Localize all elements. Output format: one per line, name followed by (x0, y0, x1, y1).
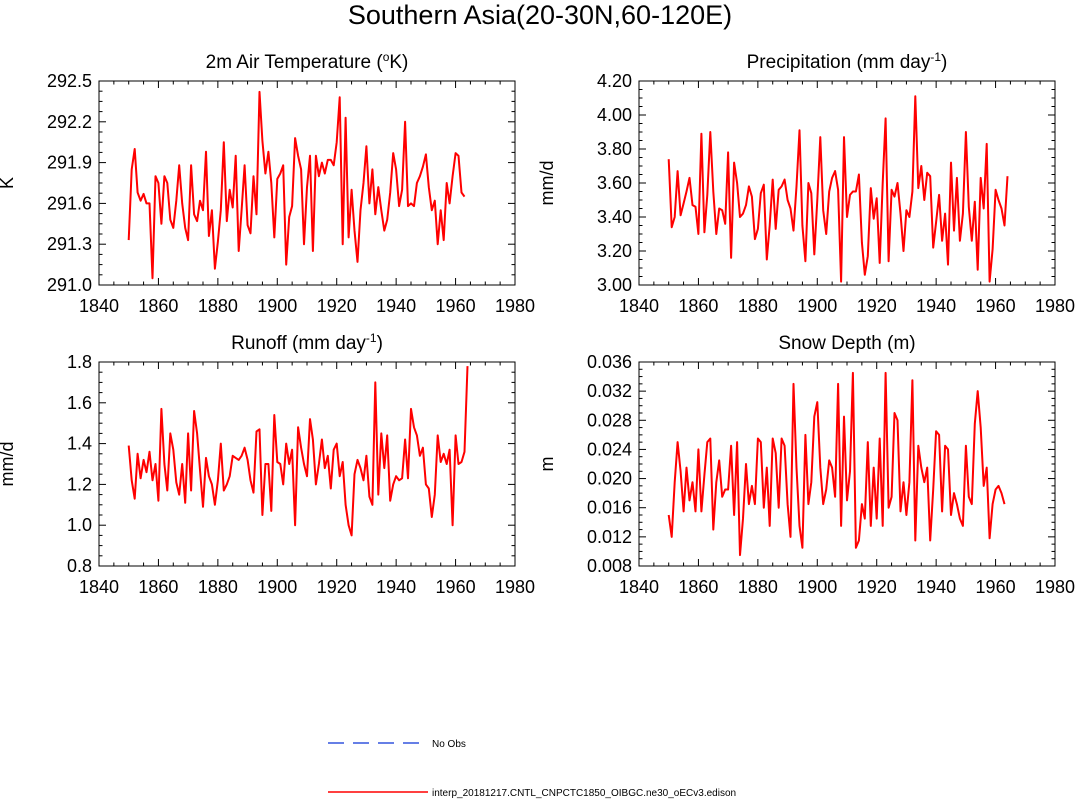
runoff-ytick-label: 1.6 (67, 393, 92, 413)
air-temperature-xtick-label: 1980 (495, 296, 535, 316)
snow-depth-xtick-label: 1900 (797, 577, 837, 597)
runoff-title: Runoff (mm day-1) (231, 331, 383, 354)
air-temperature-xtick-label: 1920 (317, 296, 357, 316)
snow-depth-xtick-label: 1880 (738, 577, 778, 597)
precipitation-xtick-label: 1920 (857, 296, 897, 316)
snow-depth-plot-frame (638, 361, 1056, 567)
chart-panels: 2m Air Temperature (oK) K 291.0 291.3 291.6 2… (0, 50, 1075, 597)
air-temperature-xtick-label: 1860 (138, 296, 178, 316)
runoff-ytick-label: 0.8 (67, 556, 92, 576)
air-temperature-ylabel: K (0, 177, 17, 189)
precipitation-ytick-label: 3.60 (597, 173, 632, 193)
precipitation-ytick-label: 4.20 (597, 71, 632, 91)
precipitation-ytick-label: 4.00 (597, 105, 632, 125)
runoff-ytick-label: 1.8 (67, 352, 92, 372)
air-temperature-xtick-label: 1840 (79, 296, 119, 316)
runoff-ylabel: mm/d (0, 442, 17, 487)
chart-snow-depth: Snow Depth (m) m 0.008 0.012 0.016 0.020 0.024… (537, 333, 1075, 597)
precipitation-ylabel: mm/d (537, 161, 557, 206)
precipitation-xtick-label: 1940 (916, 296, 956, 316)
runoff-ytick-label: 1.0 (67, 515, 92, 535)
snow-depth-series-line (667, 371, 1006, 557)
legend-label-no-obs: No Obs (432, 739, 466, 750)
air-temperature-title: 2m Air Temperature (oK) (206, 50, 409, 73)
air-temperature-ytick-label: 291.9 (47, 153, 92, 173)
runoff-xtick-label: 1840 (79, 577, 119, 597)
snow-depth-ylabel: m (537, 457, 557, 472)
legend-label-model: interp_20181217.CNTL_CNPCTC1850_OIBGC.ne… (432, 788, 736, 799)
precipitation-xtick-label: 1840 (619, 296, 659, 316)
precipitation-xtick-label: 1860 (678, 296, 718, 316)
precipitation-ytick-label: 3.00 (597, 275, 632, 295)
precipitation-xtick-label: 1880 (738, 296, 778, 316)
runoff-xtick-label: 1960 (436, 577, 476, 597)
air-temperature-xtick-label: 1940 (376, 296, 416, 316)
snow-depth-ytick-label: 0.008 (587, 556, 632, 576)
runoff-xtick-label: 1940 (376, 577, 416, 597)
precipitation-xtick-label: 1980 (1035, 296, 1075, 316)
snow-depth-xtick-label: 1860 (678, 577, 718, 597)
figure-title: Southern Asia(20-30N,60-120E) (348, 0, 732, 30)
snow-depth-ytick-label: 0.028 (587, 410, 632, 430)
snow-depth-ytick-label: 0.016 (587, 498, 632, 518)
precipitation-xtick-label: 1960 (976, 296, 1016, 316)
chart-air-temperature: 2m Air Temperature (oK) K 291.0 291.3 291.6 2… (0, 50, 535, 316)
runoff-xtick-label: 1920 (317, 577, 357, 597)
snow-depth-ytick-label: 0.020 (587, 469, 632, 489)
chart-runoff: Runoff (mm day-1) mm/d 0.8 1.0 1.2 1.4 1.6 1.8 1… (0, 331, 535, 597)
snow-depth-ytick-label: 0.024 (587, 439, 632, 459)
air-temperature-ytick-label: 292.2 (47, 112, 92, 132)
air-temperature-xtick-label: 1960 (436, 296, 476, 316)
air-temperature-ytick-label: 291.3 (47, 234, 92, 254)
legend: No Obs interp_20181217.CNTL_CNPCTC1850_O… (328, 739, 736, 799)
runoff-ytick-label: 1.2 (67, 474, 92, 494)
chart-precipitation: Precipitation (mm day-1) mm/d 3.00 3.20 3.40… (537, 50, 1075, 316)
precipitation-ytick-label: 3.20 (597, 241, 632, 261)
snow-depth-ytick-label: 0.012 (587, 527, 632, 547)
runoff-xtick-label: 1980 (495, 577, 535, 597)
air-temperature-xtick-label: 1900 (257, 296, 297, 316)
precipitation-ytick-label: 3.40 (597, 207, 632, 227)
snow-depth-ytick-label: 0.036 (587, 352, 632, 372)
air-temperature-ytick-label: 291.0 (47, 275, 92, 295)
air-temperature-xtick-label: 1880 (198, 296, 238, 316)
precipitation-title: Precipitation (mm day-1) (747, 50, 948, 73)
snow-depth-xtick-label: 1940 (916, 577, 956, 597)
snow-depth-xtick-label: 1920 (857, 577, 897, 597)
snow-depth-xtick-label: 1980 (1035, 577, 1075, 597)
runoff-ytick-label: 1.4 (67, 434, 92, 454)
runoff-xtick-label: 1860 (138, 577, 178, 597)
precipitation-series-line (667, 95, 1009, 283)
air-temperature-series-line (127, 90, 466, 280)
runoff-xtick-label: 1900 (257, 577, 297, 597)
snow-depth-title: Snow Depth (m) (778, 333, 915, 354)
snow-depth-xtick-label: 1840 (619, 577, 659, 597)
snow-depth-ytick-label: 0.032 (587, 381, 632, 401)
runoff-xtick-label: 1880 (198, 577, 238, 597)
runoff-series-line (127, 366, 469, 537)
precipitation-xtick-label: 1900 (797, 296, 837, 316)
air-temperature-ytick-label: 292.5 (47, 71, 92, 91)
snow-depth-xtick-label: 1960 (976, 577, 1016, 597)
precipitation-ytick-label: 3.80 (597, 139, 632, 159)
air-temperature-ytick-label: 291.6 (47, 193, 92, 213)
